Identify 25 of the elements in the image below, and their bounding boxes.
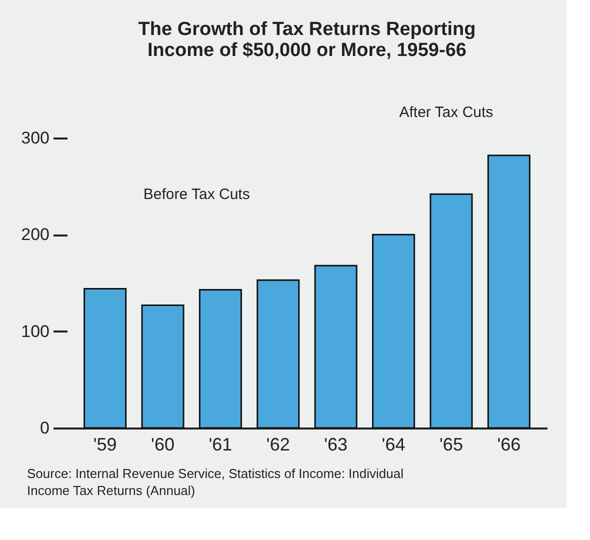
text: After Tax Cuts bbox=[399, 104, 494, 121]
x-tick-label: '62 bbox=[266, 434, 290, 454]
bar bbox=[256, 279, 300, 429]
y-tick-label: 100 bbox=[21, 322, 50, 341]
x-tick-label: '61 bbox=[208, 434, 232, 454]
y-tick-label: 300 bbox=[21, 128, 50, 148]
y-tick-label: 200 bbox=[21, 225, 50, 244]
x-tick-label: '66 bbox=[497, 434, 521, 454]
bar bbox=[372, 234, 416, 429]
bar bbox=[198, 289, 242, 429]
x-tick-label: '59 bbox=[93, 434, 117, 454]
bar bbox=[487, 154, 530, 429]
x-tick-label: '64 bbox=[382, 434, 406, 454]
bar bbox=[141, 304, 184, 429]
text: The Growth of Tax Returns Reporting bbox=[138, 19, 476, 40]
annotation: Before Tax Cuts bbox=[143, 186, 250, 203]
bar bbox=[84, 288, 127, 429]
x-tick-label: '60 bbox=[151, 434, 175, 454]
source-note: Source: Internal Revenue Service, Statistics of Income: Individual Income Tax Returns (Annual) bbox=[27, 466, 404, 498]
y-tick-label: 0 bbox=[40, 418, 50, 438]
bar bbox=[430, 193, 473, 429]
x-tick-label: '63 bbox=[324, 434, 348, 454]
bar bbox=[314, 264, 358, 429]
x-tick-label: '65 bbox=[439, 434, 463, 454]
text: Income of $50,000 or More, 1959-66 bbox=[148, 40, 466, 61]
